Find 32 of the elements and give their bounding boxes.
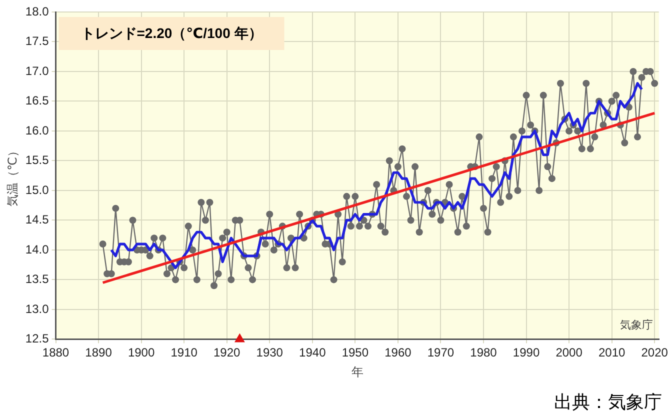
x-tick-label: 1930 xyxy=(256,346,284,360)
y-tick-label: 16.0 xyxy=(25,123,50,138)
y-tick-label: 15.5 xyxy=(25,153,50,168)
y-tick-label: 18.0 xyxy=(25,4,50,18)
x-tick-label: 1990 xyxy=(512,346,540,360)
x-tick-label: 1920 xyxy=(214,346,241,360)
x-tick-label: 1970 xyxy=(427,346,454,360)
annotation: トレンド=2.20（℃/100 年） xyxy=(80,24,262,41)
y-tick-label: 15.0 xyxy=(25,182,50,197)
x-axis-title: 年 xyxy=(351,365,364,380)
x-tick-label: 1910 xyxy=(170,346,198,360)
x-tick-label: 2000 xyxy=(556,346,583,360)
y-axis-title: 気温（℃） xyxy=(6,144,20,206)
x-tick-label: 1880 xyxy=(42,346,70,360)
source-note: 出典：気象庁 xyxy=(554,392,662,412)
x-tick-label: 1980 xyxy=(470,346,498,360)
y-tick-label: 17.5 xyxy=(25,34,50,48)
x-tick-label: 2010 xyxy=(598,346,626,360)
y-tick-label: 14.5 xyxy=(25,212,50,227)
y-tick-label: 14.0 xyxy=(25,242,50,256)
y-tick-label: 12.5 xyxy=(25,332,50,346)
y-tick-label: 17.0 xyxy=(25,64,50,78)
x-tick-label: 1940 xyxy=(299,346,326,360)
x-tick-label: 1890 xyxy=(85,346,112,360)
x-tick-label: 1960 xyxy=(384,346,412,360)
x-tick-label: 1900 xyxy=(128,346,155,360)
y-tick-label: 13.0 xyxy=(25,302,50,316)
y-tick-label: 13.5 xyxy=(25,272,50,286)
annotation: 気象庁 xyxy=(620,318,653,332)
x-tick-label: 2020 xyxy=(641,346,668,360)
x-tick-label: 1950 xyxy=(342,346,369,360)
y-tick-label: 16.5 xyxy=(25,94,50,108)
